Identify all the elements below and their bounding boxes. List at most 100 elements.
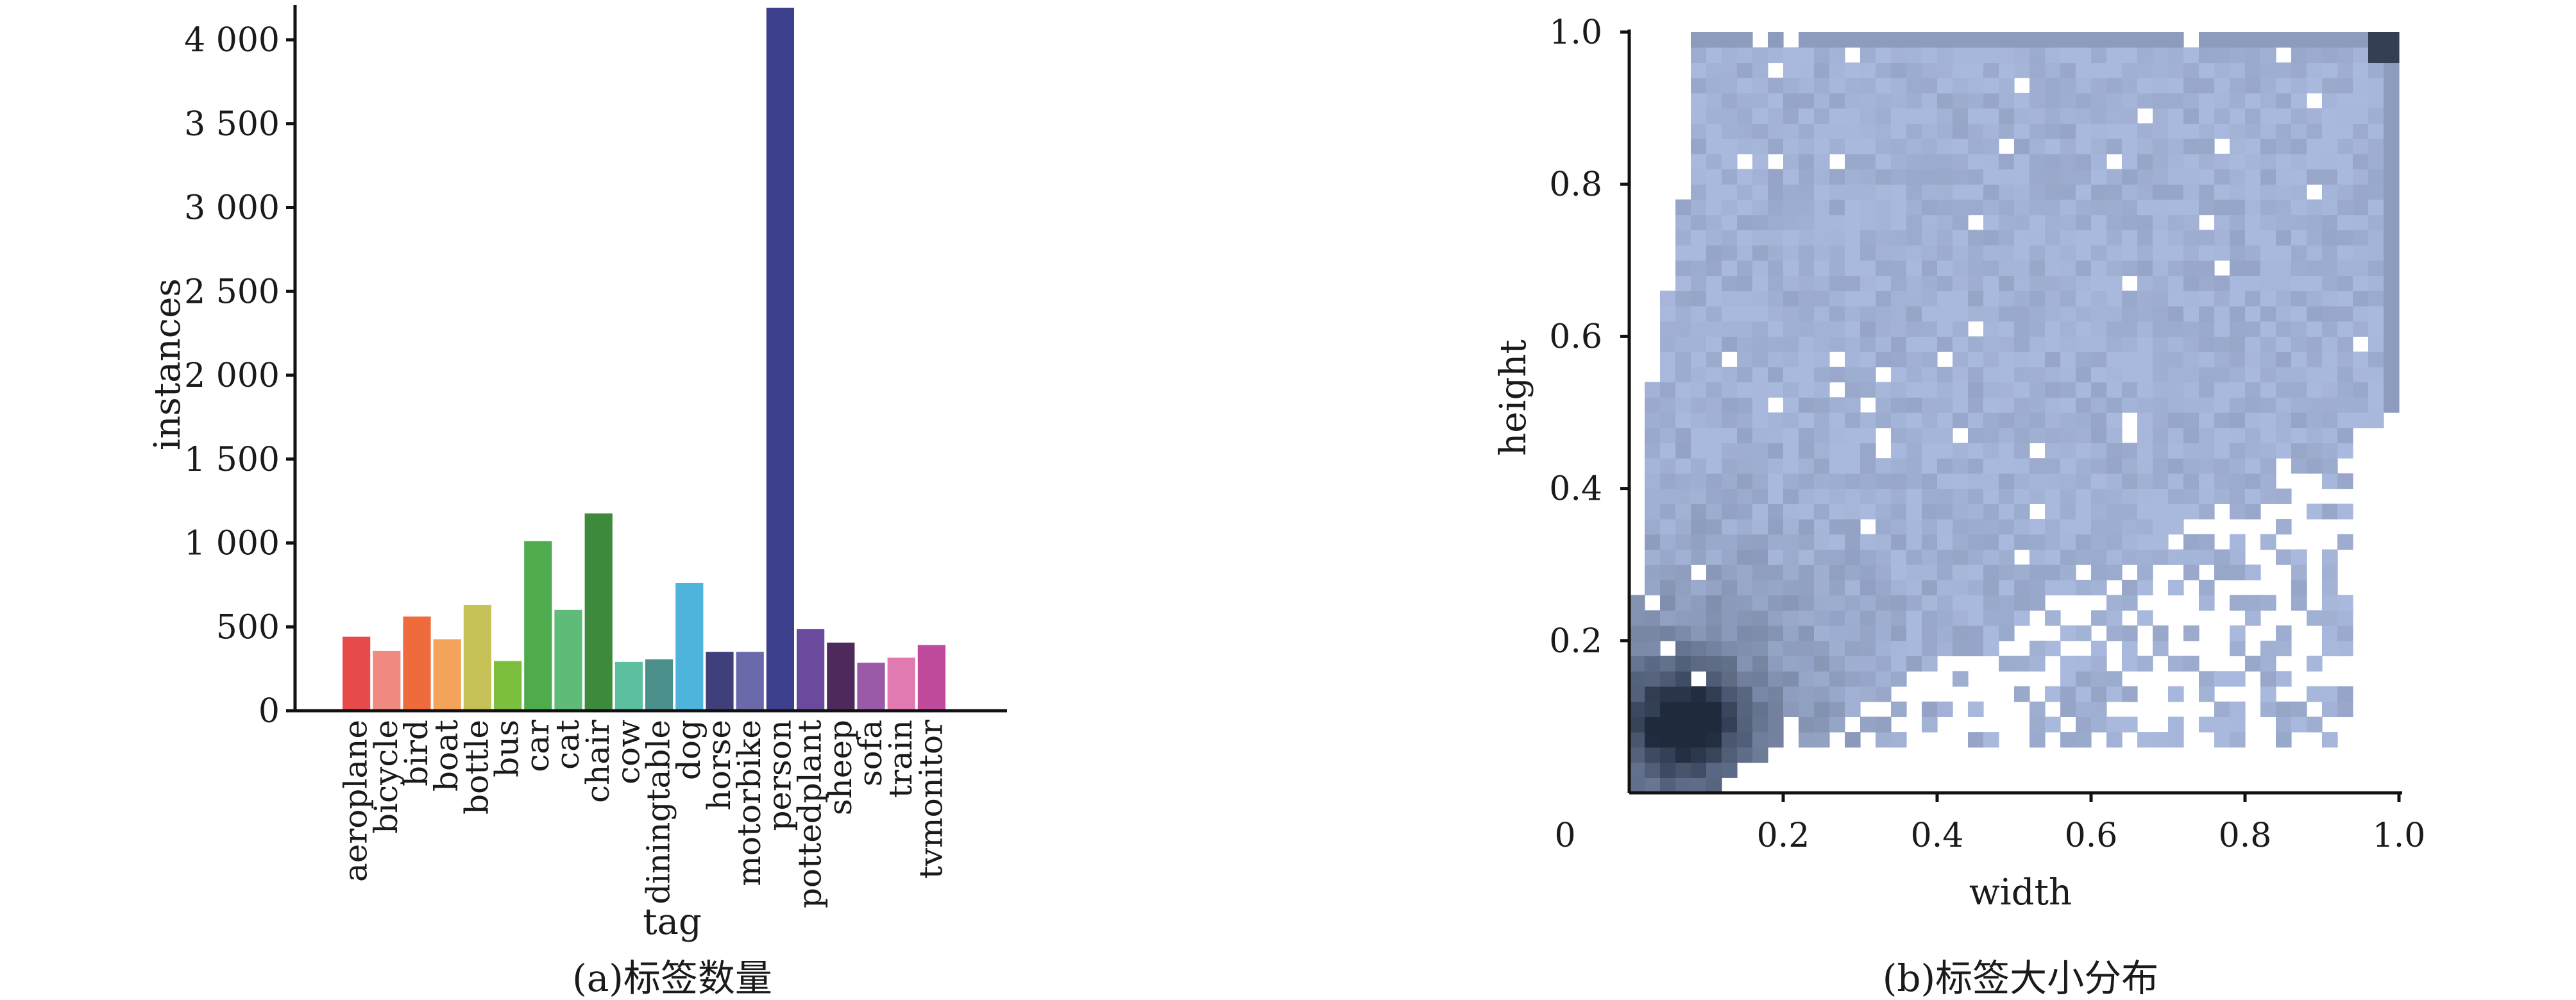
heatmap-cell	[1799, 214, 1815, 230]
heatmap-cell	[1660, 579, 1676, 596]
heatmap-cell	[2168, 366, 2184, 383]
heatmap-cell	[1922, 579, 1938, 596]
heatmap-cell	[1906, 625, 1922, 641]
heatmap-cell	[1675, 321, 1691, 337]
heatmap-cell	[1783, 656, 1799, 672]
heatmap-cell	[2384, 123, 2400, 139]
heatmap-cell	[2122, 78, 2138, 94]
heatmap-cell	[2076, 305, 2092, 322]
heatmap-cell	[1645, 397, 1661, 413]
heatmap-cell	[1845, 153, 1861, 170]
heatmap-cell	[1737, 382, 1753, 398]
heatmap-cell	[1937, 701, 1953, 717]
x-tick-label: 0.6	[2065, 817, 2118, 855]
heatmap-cell	[1876, 32, 1892, 48]
heatmap-cell	[2230, 305, 2246, 322]
heatmap-cell	[1999, 352, 2015, 368]
heatmap-cell	[1876, 488, 1892, 504]
x-axis-title: width	[1969, 872, 2072, 913]
heatmap-cell	[2230, 352, 2246, 368]
heatmap-cell	[2245, 656, 2261, 672]
heatmap-cell	[1891, 184, 1907, 200]
heatmap-cell	[2091, 458, 2107, 474]
heatmap-cell	[2214, 732, 2230, 748]
heatmap-cell	[2276, 245, 2292, 261]
heatmap-cell	[1737, 305, 1753, 322]
heatmap-cell	[2214, 305, 2230, 322]
heatmap-cell	[2183, 169, 2199, 185]
heatmap-cell	[1691, 382, 1707, 398]
heatmap-cell	[1814, 291, 1830, 307]
heatmap-cell	[1999, 260, 2015, 276]
heatmap-cell	[2291, 549, 2307, 565]
heatmap-cell	[2183, 275, 2199, 291]
heatmap-cell	[1968, 92, 1984, 109]
heatmap-cell	[1691, 762, 1707, 778]
heatmap-cell	[2060, 108, 2076, 124]
bar-bicycle	[371, 649, 402, 711]
heatmap-cell	[1799, 230, 1815, 246]
heatmap-cell	[1906, 443, 1922, 459]
heatmap-cell	[2291, 214, 2307, 230]
heatmap-cell	[1983, 47, 1999, 64]
heatmap-cell	[1799, 473, 1815, 489]
heatmap-cell	[1799, 62, 1815, 78]
heatmap-cell	[1645, 504, 1661, 520]
heatmap-cell	[1937, 519, 1953, 535]
heatmap-cell	[2260, 382, 2276, 398]
heatmap-cell	[2230, 366, 2246, 383]
heatmap-cell	[1629, 610, 1645, 626]
heatmap-cell	[2045, 305, 2061, 322]
heatmap-cell	[1814, 564, 1830, 581]
heatmap-cell	[2260, 595, 2276, 611]
heatmap-cell	[1829, 169, 1845, 185]
heatmap-cell	[1953, 595, 1969, 611]
heatmap-cell	[2060, 534, 2076, 550]
heatmap-cell	[2153, 291, 2169, 307]
bar-bird	[402, 615, 432, 711]
heatmap-cell	[1906, 62, 1922, 78]
heatmap-cell	[2353, 321, 2369, 337]
heatmap-cell	[2199, 686, 2215, 702]
y-axis-title: height	[1493, 339, 1534, 456]
heatmap-cell	[1783, 671, 1799, 687]
heatmap-cell	[1922, 123, 1938, 139]
heatmap-cell	[1968, 366, 1984, 383]
heatmap-cell	[1706, 473, 1722, 489]
heatmap-cell	[1876, 230, 1892, 246]
heatmap-cell	[1722, 47, 1738, 64]
heatmap-cell	[2045, 534, 2061, 550]
heatmap-cell	[2353, 352, 2369, 368]
heatmap-cell	[1675, 230, 1691, 246]
heatmap-cell	[1829, 656, 1845, 672]
heatmap-cell	[2029, 153, 2046, 170]
heatmap-cell	[1675, 686, 1691, 702]
heatmap-cell	[2091, 519, 2107, 535]
heatmap-cell	[1891, 199, 1907, 216]
heatmap-cell	[2337, 504, 2353, 520]
heatmap-cell	[2153, 108, 2169, 124]
heatmap-cell	[1799, 352, 1815, 368]
heatmap-cell	[1922, 564, 1938, 581]
heatmap-cell	[1706, 62, 1722, 78]
heatmap-cell	[1737, 169, 1753, 185]
heatmap-cell	[2307, 656, 2323, 672]
heatmap-cell	[2076, 245, 2092, 261]
heatmap-cell	[1891, 671, 1907, 687]
heatmap-cell	[1799, 397, 1815, 413]
heatmap-cell	[1737, 412, 1753, 428]
heatmap-cell	[2168, 716, 2184, 733]
heatmap-cell	[2276, 443, 2292, 459]
heatmap-cell	[1783, 473, 1799, 489]
heatmap-cell	[2029, 47, 2046, 64]
heatmap-cell	[2137, 443, 2153, 459]
heatmap-cell	[1937, 366, 1953, 383]
heatmap-cell	[2014, 579, 2030, 596]
heatmap-cell	[1876, 108, 1892, 124]
heatmap-cell	[2384, 305, 2400, 322]
y-tick-label: 0.6	[1549, 318, 1602, 356]
heatmap-cell	[2137, 78, 2153, 94]
heatmap-cell	[1999, 336, 2015, 352]
heatmap-cell	[1922, 47, 1938, 64]
heatmap-cell	[2045, 47, 2061, 64]
